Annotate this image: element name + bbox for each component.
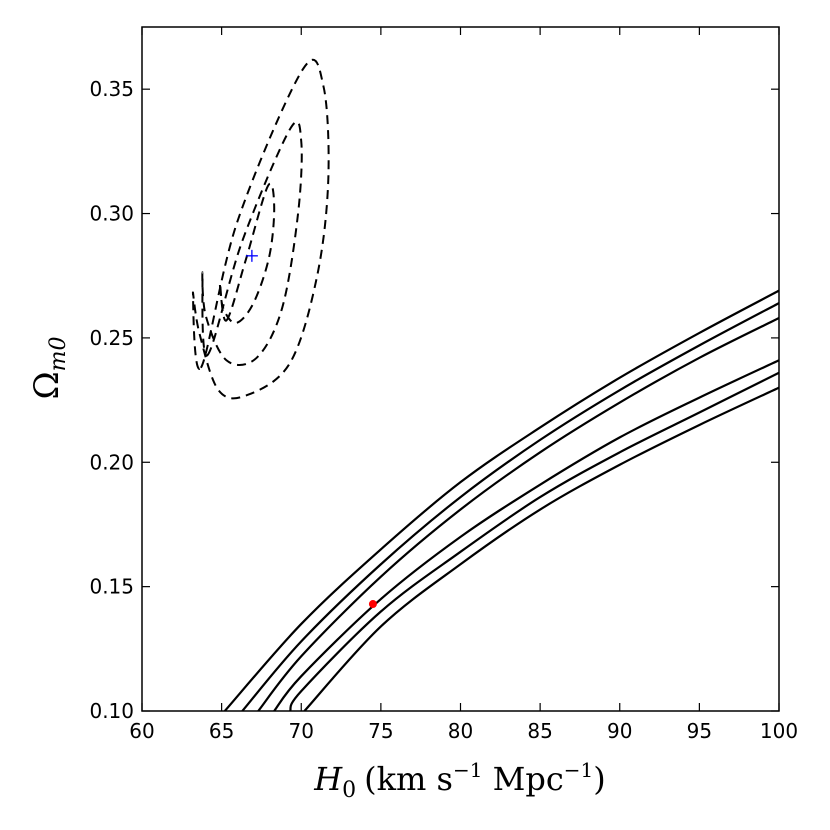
plot-frame xyxy=(141,26,780,712)
x-tick-label: 95 xyxy=(687,719,712,743)
y-tick-label: 0.10 xyxy=(89,699,134,723)
x-label-units-mid: Mpc xyxy=(482,760,563,798)
x-tick-label: 75 xyxy=(368,719,393,743)
ticks-layer: 60 65 70 75 80 85 90 95 100 0.10 0.15 0.20 0.25 0.30 0… xyxy=(89,27,798,743)
x-tick-label: 100 xyxy=(760,719,798,743)
x-tick-label: 90 xyxy=(607,719,632,743)
solid-curve-upper-outer xyxy=(223,289,779,711)
solid-curve-upper-inner xyxy=(257,317,779,711)
red-point xyxy=(368,600,377,609)
x-tick-label: 80 xyxy=(448,719,473,743)
x-label-units: (km s xyxy=(364,760,453,798)
x-axis-label: H0 (km s−1 Mpc−1) xyxy=(313,758,606,803)
y-tick-label: 0.20 xyxy=(89,450,134,474)
solid-curve-upper-middle xyxy=(241,302,779,711)
x-label-exp2: −1 xyxy=(564,758,593,782)
x-label-subscript: 0 xyxy=(342,778,356,803)
y-axis-label: Ωm0 xyxy=(27,336,71,399)
plot-layer xyxy=(191,58,779,711)
dashed-contour-2-sigma xyxy=(201,120,303,366)
x-tick-label: 70 xyxy=(289,719,314,743)
x-label-units-end: ) xyxy=(593,760,605,798)
dashed-contour-1-sigma xyxy=(218,182,276,324)
markers-layer xyxy=(245,249,377,609)
x-label-exp1: −1 xyxy=(453,758,482,782)
x-tick-label: 85 xyxy=(527,719,552,743)
x-tick-label: 60 xyxy=(129,719,154,743)
dashed-contour-3-sigma xyxy=(191,58,330,400)
solid-curve-lower-inner xyxy=(273,359,779,711)
x-label-symbol: H xyxy=(313,760,343,798)
y-tick-label: 0.35 xyxy=(89,77,134,101)
y-tick-label: 0.25 xyxy=(89,326,134,350)
y-tick-label: 0.30 xyxy=(89,202,134,226)
y-tick-label: 0.15 xyxy=(89,575,134,599)
y-label-subscript: m0 xyxy=(46,336,71,371)
solid-curve-lower-middle xyxy=(289,371,779,711)
x-tick-label: 65 xyxy=(209,719,234,743)
solid-curve-lower-outer xyxy=(303,386,779,711)
y-label-symbol: Ω xyxy=(27,371,67,399)
best-fit-plus xyxy=(245,249,258,262)
